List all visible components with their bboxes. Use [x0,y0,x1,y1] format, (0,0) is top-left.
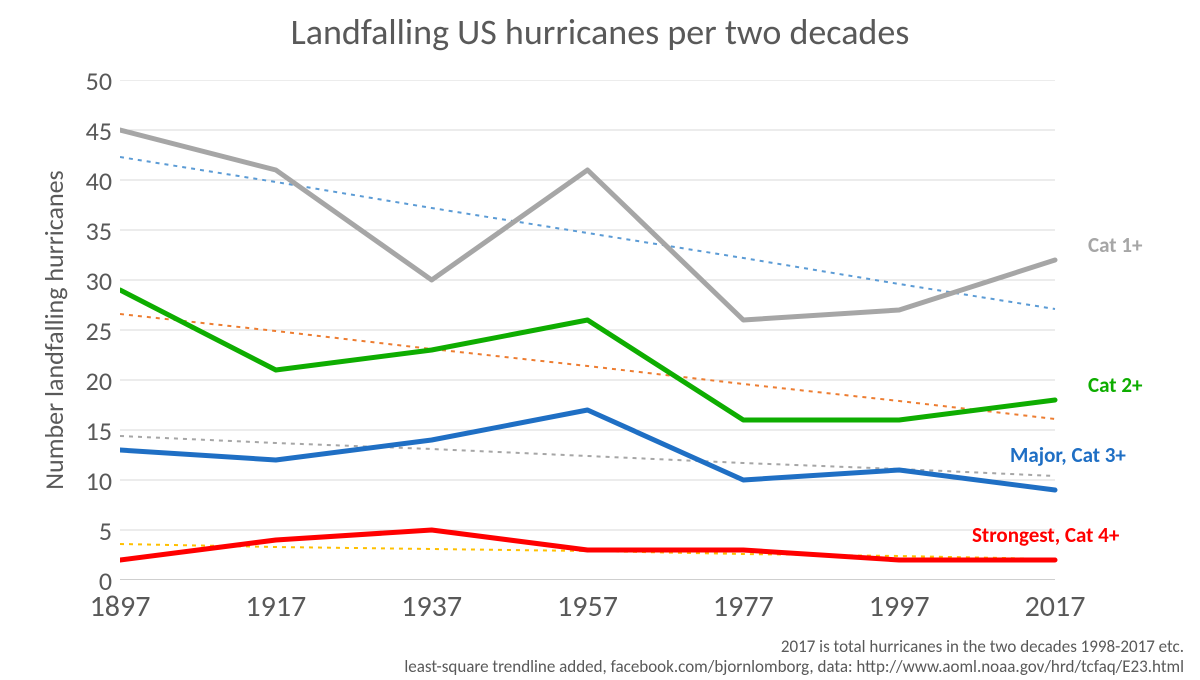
footnote-1: 2017 is total hurricanes in the two deca… [781,636,1184,657]
series-cat2plus [120,290,1055,420]
x-tick-label: 1977 [703,588,783,625]
footnote-2: least-square trendline added, facebook.c… [404,656,1184,677]
chart-svg [120,80,1170,580]
y-tick-label: 40 [86,165,112,197]
y-tick-label: 50 [86,65,112,97]
y-axis-label: Number landfalling hurricanes [38,80,70,580]
y-tick-label: 5 [99,515,112,547]
series-cat3plus [120,410,1055,490]
y-tick-label: 20 [86,365,112,397]
chart-container: Landfalling US hurricanes per two decade… [0,0,1200,680]
x-tick-label: 1997 [859,588,939,625]
x-tick-label: 1957 [548,588,628,625]
chart-title: Landfalling US hurricanes per two decade… [0,10,1200,54]
x-tick-label: 2017 [1015,588,1095,625]
series-cat1plus [120,130,1055,320]
x-tick-label: 1917 [236,588,316,625]
series-label-cat2plus: Cat 2+ [1088,372,1142,398]
y-tick-label: 15 [86,415,112,447]
gridlines [120,80,1055,580]
plot-area [120,80,1170,580]
y-tick-label: 45 [86,115,112,147]
series-label-cat3plus: Major, Cat 3+ [1010,442,1126,468]
series-label-cat4plus: Strongest, Cat 4+ [972,522,1119,548]
series-label-cat1plus: Cat 1+ [1088,232,1142,258]
x-tick-label: 1937 [392,588,472,625]
y-tick-label: 30 [86,265,112,297]
y-tick-label: 10 [86,465,112,497]
x-tick-label: 1897 [80,588,160,625]
y-tick-label: 25 [86,315,112,347]
y-tick-label: 35 [86,215,112,247]
